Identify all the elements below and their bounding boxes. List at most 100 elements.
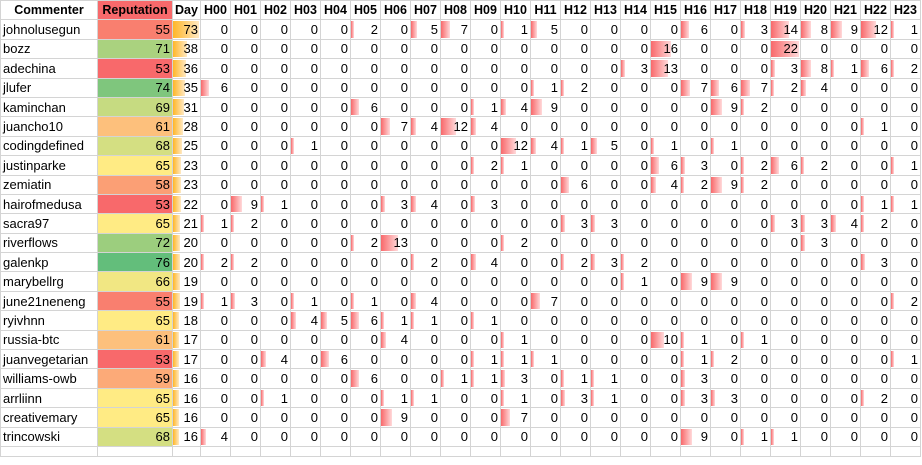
- hour-count-cell[interactable]: 0: [740, 116, 771, 137]
- empty-cell[interactable]: [97, 445, 173, 457]
- hour-count-cell[interactable]: 0: [590, 232, 621, 254]
- hour-count-cell[interactable]: 2: [350, 19, 381, 40]
- hour-count-cell[interactable]: 0: [410, 58, 441, 79]
- reputation-cell[interactable]: 71: [97, 38, 173, 60]
- hour-count-cell[interactable]: 0: [410, 77, 441, 98]
- hour-count-cell[interactable]: 0: [290, 232, 321, 254]
- day-count-cell[interactable]: 36: [172, 58, 201, 79]
- hour-count-cell[interactable]: 12: [440, 116, 471, 137]
- hour-count-cell[interactable]: 3: [590, 213, 621, 234]
- hour-count-cell[interactable]: 1: [740, 426, 771, 447]
- hour-count-cell[interactable]: 1: [770, 426, 801, 447]
- hour-count-cell[interactable]: 0: [560, 155, 591, 176]
- hour-count-cell[interactable]: 0: [290, 387, 321, 409]
- hour-count-cell[interactable]: 0: [440, 407, 471, 428]
- empty-cell[interactable]: [800, 445, 831, 457]
- hour-count-cell[interactable]: 1: [410, 387, 441, 409]
- hour-count-cell[interactable]: 0: [620, 232, 651, 254]
- hour-count-cell[interactable]: 0: [860, 426, 891, 447]
- hour-count-cell[interactable]: 0: [290, 58, 321, 79]
- hour-count-cell[interactable]: 0: [200, 329, 231, 351]
- day-count-cell[interactable]: 20: [172, 232, 201, 254]
- commenter-cell[interactable]: codingdefined: [0, 135, 98, 157]
- hour-count-cell[interactable]: 0: [890, 174, 921, 195]
- hour-count-cell[interactable]: 0: [500, 426, 531, 447]
- hour-count-cell[interactable]: 0: [560, 58, 591, 79]
- hour-count-cell[interactable]: 0: [410, 329, 441, 351]
- hour-count-cell[interactable]: 0: [800, 368, 831, 389]
- hour-count-cell[interactable]: 0: [710, 19, 741, 40]
- commenter-cell[interactable]: trincowski: [0, 426, 98, 447]
- hour-count-cell[interactable]: 0: [290, 368, 321, 389]
- hour-count-cell[interactable]: 3: [560, 387, 591, 409]
- hour-count-cell[interactable]: 0: [740, 290, 771, 312]
- hour-count-cell[interactable]: 0: [620, 96, 651, 118]
- hour-count-cell[interactable]: 0: [260, 19, 291, 40]
- hour-count-cell[interactable]: 0: [530, 116, 561, 137]
- hour-count-cell[interactable]: 0: [230, 426, 261, 447]
- hour-count-cell[interactable]: 0: [830, 174, 861, 195]
- hour-count-cell[interactable]: 2: [200, 252, 231, 273]
- hour-count-cell[interactable]: 0: [470, 232, 501, 254]
- hour-count-cell[interactable]: 0: [830, 232, 861, 254]
- hour-count-cell[interactable]: 0: [230, 135, 261, 157]
- hour-count-cell[interactable]: 9: [710, 271, 741, 292]
- hour-count-cell[interactable]: 2: [740, 174, 771, 195]
- column-header[interactable]: H01: [230, 0, 261, 21]
- hour-count-cell[interactable]: 4: [800, 77, 831, 98]
- hour-count-cell[interactable]: 0: [200, 96, 231, 118]
- hour-count-cell[interactable]: 0: [290, 329, 321, 351]
- hour-count-cell[interactable]: 3: [710, 387, 741, 409]
- empty-cell[interactable]: [710, 445, 741, 457]
- commenter-cell[interactable]: marybellrg: [0, 271, 98, 292]
- reputation-cell[interactable]: 65: [97, 155, 173, 176]
- commenter-cell[interactable]: sacra97: [0, 213, 98, 234]
- hour-count-cell[interactable]: 0: [440, 290, 471, 312]
- empty-cell[interactable]: [590, 445, 621, 457]
- hour-count-cell[interactable]: 0: [830, 387, 861, 409]
- hour-count-cell[interactable]: 2: [230, 252, 261, 273]
- hour-count-cell[interactable]: 0: [620, 19, 651, 40]
- hour-count-cell[interactable]: 0: [200, 58, 231, 79]
- hour-count-cell[interactable]: 0: [320, 19, 351, 40]
- hour-count-cell[interactable]: 0: [440, 310, 471, 331]
- hour-count-cell[interactable]: 2: [410, 252, 441, 273]
- hour-count-cell[interactable]: 0: [260, 174, 291, 195]
- empty-cell[interactable]: [740, 445, 771, 457]
- hour-count-cell[interactable]: 0: [740, 310, 771, 331]
- hour-count-cell[interactable]: 0: [800, 252, 831, 273]
- hour-count-cell[interactable]: 0: [890, 213, 921, 234]
- hour-count-cell[interactable]: 1: [500, 329, 531, 351]
- hour-count-cell[interactable]: 0: [530, 310, 561, 331]
- hour-count-cell[interactable]: 0: [800, 193, 831, 215]
- empty-cell[interactable]: [0, 445, 98, 457]
- empty-cell[interactable]: [500, 445, 531, 457]
- hour-count-cell[interactable]: 0: [260, 407, 291, 428]
- hour-count-cell[interactable]: 1: [680, 349, 711, 370]
- column-header[interactable]: H08: [440, 0, 471, 21]
- hour-count-cell[interactable]: 0: [560, 38, 591, 60]
- hour-count-cell[interactable]: 0: [770, 387, 801, 409]
- hour-count-cell[interactable]: 16: [650, 38, 681, 60]
- hour-count-cell[interactable]: 0: [560, 290, 591, 312]
- hour-count-cell[interactable]: 0: [830, 368, 861, 389]
- hour-count-cell[interactable]: 0: [800, 38, 831, 60]
- hour-count-cell[interactable]: 0: [320, 116, 351, 137]
- reputation-cell[interactable]: 53: [97, 58, 173, 79]
- reputation-cell[interactable]: 76: [97, 252, 173, 273]
- hour-count-cell[interactable]: 0: [260, 96, 291, 118]
- hour-count-cell[interactable]: 0: [290, 77, 321, 98]
- hour-count-cell[interactable]: 0: [500, 193, 531, 215]
- hour-count-cell[interactable]: 22: [770, 38, 801, 60]
- hour-count-cell[interactable]: 0: [800, 407, 831, 428]
- hour-count-cell[interactable]: 0: [470, 407, 501, 428]
- hour-count-cell[interactable]: 6: [200, 77, 231, 98]
- hour-count-cell[interactable]: 0: [590, 271, 621, 292]
- hour-count-cell[interactable]: 0: [410, 426, 441, 447]
- hour-count-cell[interactable]: 1: [500, 19, 531, 40]
- empty-cell[interactable]: [320, 445, 351, 457]
- hour-count-cell[interactable]: 0: [770, 116, 801, 137]
- hour-count-cell[interactable]: 0: [260, 426, 291, 447]
- hour-count-cell[interactable]: 0: [260, 116, 291, 137]
- hour-count-cell[interactable]: 1: [500, 155, 531, 176]
